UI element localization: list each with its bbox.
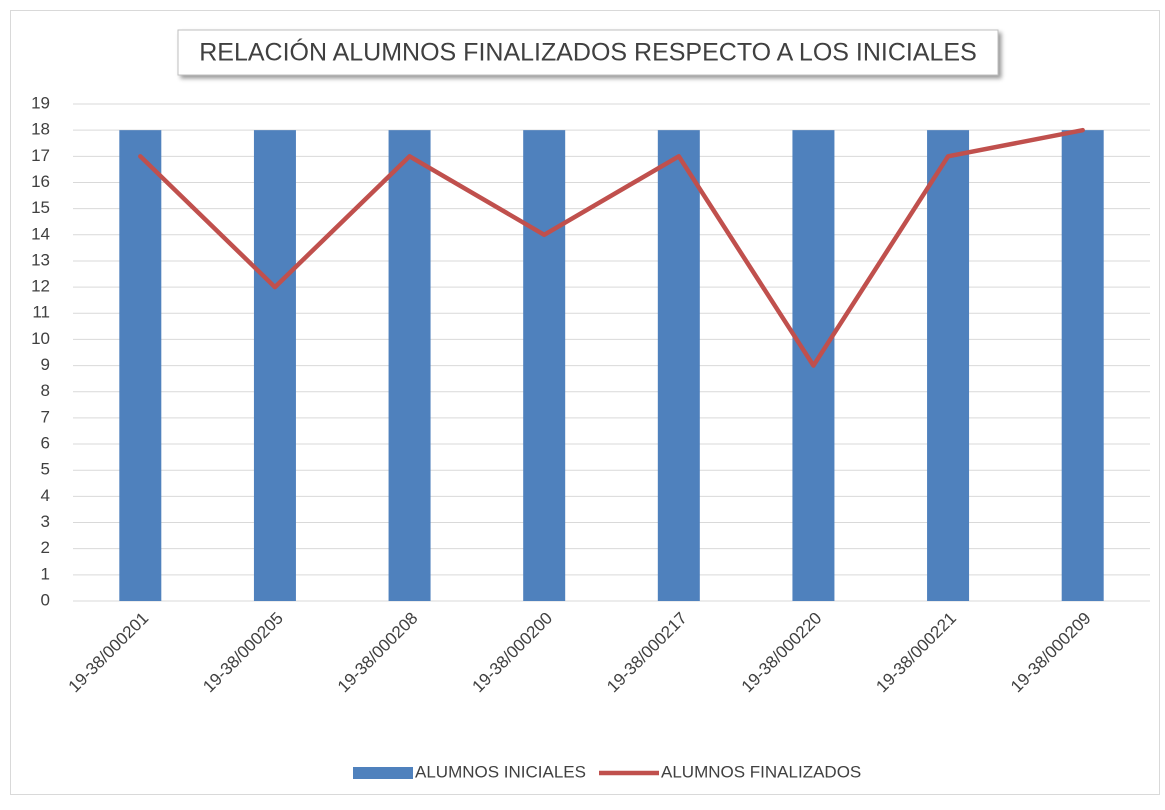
bar bbox=[523, 130, 566, 601]
y-tick-label: 3 bbox=[41, 512, 50, 531]
y-tick-label: 0 bbox=[41, 590, 50, 609]
y-tick-label: 14 bbox=[31, 224, 50, 243]
y-tick-label: 15 bbox=[31, 198, 50, 217]
chart-title: RELACIÓN ALUMNOS FINALIZADOS RESPECTO A … bbox=[199, 38, 977, 67]
y-tick-label: 8 bbox=[41, 381, 50, 400]
y-tick-label: 6 bbox=[41, 434, 50, 453]
y-tick-label: 19 bbox=[31, 93, 50, 112]
legend-label: ALUMNOS INICIALES bbox=[415, 762, 586, 781]
bar bbox=[388, 130, 431, 601]
bar bbox=[253, 130, 296, 601]
y-tick-label: 9 bbox=[41, 355, 50, 374]
y-tick-label: 12 bbox=[31, 277, 50, 296]
y-tick-label: 17 bbox=[31, 146, 50, 165]
y-tick-label: 10 bbox=[31, 329, 50, 348]
legend-swatch bbox=[353, 767, 413, 779]
bar bbox=[1061, 130, 1104, 601]
y-tick-label: 1 bbox=[41, 564, 50, 583]
line bbox=[138, 127, 1085, 368]
bar bbox=[927, 130, 970, 601]
chart-border bbox=[10, 10, 1160, 795]
bar bbox=[119, 130, 162, 601]
y-tick-label: 2 bbox=[41, 538, 50, 557]
y-tick-label: 13 bbox=[31, 250, 50, 269]
y-tick-label: 7 bbox=[41, 407, 50, 426]
y-tick-label: 4 bbox=[41, 486, 50, 505]
y-tick-label: 11 bbox=[32, 303, 50, 322]
y-tick-label: 16 bbox=[31, 172, 50, 191]
bar bbox=[657, 130, 700, 601]
y-tick-label: 18 bbox=[31, 120, 50, 139]
title-box bbox=[177, 29, 999, 76]
y-tick-label: 5 bbox=[41, 460, 50, 479]
legend-label: ALUMNOS FINALIZADOS bbox=[661, 762, 861, 781]
